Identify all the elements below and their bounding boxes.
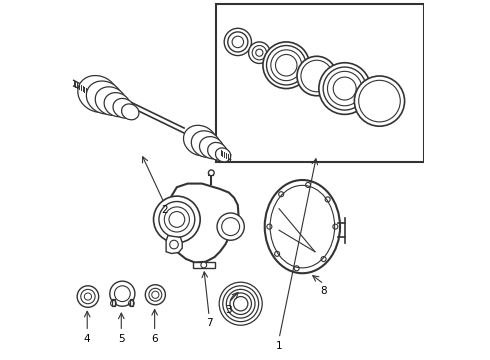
Circle shape <box>224 28 251 55</box>
Ellipse shape <box>191 131 220 157</box>
Ellipse shape <box>183 125 217 156</box>
FancyBboxPatch shape <box>216 4 424 162</box>
Polygon shape <box>129 299 133 306</box>
Ellipse shape <box>104 93 130 117</box>
Circle shape <box>201 262 207 268</box>
Circle shape <box>252 45 267 60</box>
Ellipse shape <box>216 148 231 162</box>
Circle shape <box>164 207 190 232</box>
Ellipse shape <box>199 136 224 159</box>
Polygon shape <box>163 184 239 262</box>
Ellipse shape <box>78 76 118 112</box>
Ellipse shape <box>86 81 122 114</box>
Circle shape <box>115 286 130 302</box>
Circle shape <box>275 54 297 76</box>
Text: 6: 6 <box>151 333 158 343</box>
Ellipse shape <box>265 180 340 273</box>
Circle shape <box>333 77 356 100</box>
Circle shape <box>159 202 195 237</box>
Text: 2: 2 <box>161 206 168 216</box>
Circle shape <box>169 212 185 227</box>
Circle shape <box>232 36 244 48</box>
Polygon shape <box>166 235 182 253</box>
Text: 8: 8 <box>320 286 327 296</box>
Circle shape <box>110 281 135 306</box>
Circle shape <box>248 42 270 63</box>
Text: 1: 1 <box>276 341 282 351</box>
Ellipse shape <box>122 104 139 120</box>
Circle shape <box>301 60 333 92</box>
Circle shape <box>263 42 310 89</box>
Circle shape <box>170 240 178 249</box>
Circle shape <box>221 218 240 235</box>
Circle shape <box>77 286 98 307</box>
Ellipse shape <box>95 87 126 116</box>
Polygon shape <box>112 299 115 306</box>
Circle shape <box>152 291 159 298</box>
Text: 3: 3 <box>225 305 232 315</box>
Circle shape <box>149 288 162 301</box>
Circle shape <box>208 170 214 176</box>
Circle shape <box>84 293 92 300</box>
Circle shape <box>81 289 95 304</box>
Text: 4: 4 <box>84 333 91 343</box>
Polygon shape <box>193 262 215 268</box>
Circle shape <box>256 49 263 56</box>
Circle shape <box>267 45 306 85</box>
Circle shape <box>354 76 405 126</box>
Circle shape <box>146 285 166 305</box>
Circle shape <box>297 56 337 96</box>
Circle shape <box>323 67 366 110</box>
Circle shape <box>153 196 200 243</box>
Circle shape <box>228 32 248 52</box>
Text: 7: 7 <box>206 319 213 328</box>
Text: 5: 5 <box>118 333 124 343</box>
Circle shape <box>359 80 400 122</box>
Circle shape <box>327 71 362 106</box>
Ellipse shape <box>208 143 227 160</box>
Ellipse shape <box>113 98 135 118</box>
Circle shape <box>271 50 302 81</box>
Circle shape <box>217 213 245 240</box>
Circle shape <box>319 63 370 114</box>
